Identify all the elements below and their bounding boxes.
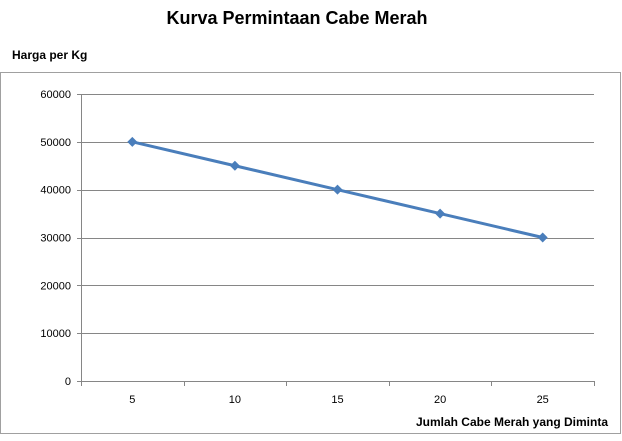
data-point-15 xyxy=(332,184,343,195)
x-axis-label: Jumlah Cabe Merah yang Diminta xyxy=(415,415,608,429)
y-tick-label-60000: 60000 xyxy=(40,89,71,101)
data-point-10 xyxy=(229,160,240,171)
series-line xyxy=(127,136,548,243)
data-point-5 xyxy=(127,136,138,147)
axes xyxy=(77,94,595,386)
y-tick-labels: 0 10000 20000 30000 40000 50000 60000 xyxy=(40,89,71,388)
y-tick-label-30000: 30000 xyxy=(40,233,71,245)
data-point-20 xyxy=(435,208,446,219)
data-point-25 xyxy=(537,232,548,243)
y-tick-label-40000: 40000 xyxy=(40,185,71,197)
gridlines xyxy=(81,94,594,334)
x-tick-label-10: 10 xyxy=(229,394,241,406)
chart-title: Kurva Permintaan Cabe Merah xyxy=(166,8,428,28)
x-tick-label-5: 5 xyxy=(129,394,135,406)
x-tick-label-20: 20 xyxy=(434,394,446,406)
y-tick-label-10000: 10000 xyxy=(40,328,71,340)
y-axis-label: Harga per Kg xyxy=(12,48,88,62)
y-tick-label-20000: 20000 xyxy=(40,280,71,292)
x-tick-label-15: 15 xyxy=(331,394,343,406)
x-tick-labels: 5 10 15 20 25 xyxy=(129,394,549,406)
y-tick-label-0: 0 xyxy=(65,376,71,388)
chart-border xyxy=(0,72,621,434)
x-tick-label-25: 25 xyxy=(537,394,549,406)
y-tick-label-50000: 50000 xyxy=(40,137,71,149)
